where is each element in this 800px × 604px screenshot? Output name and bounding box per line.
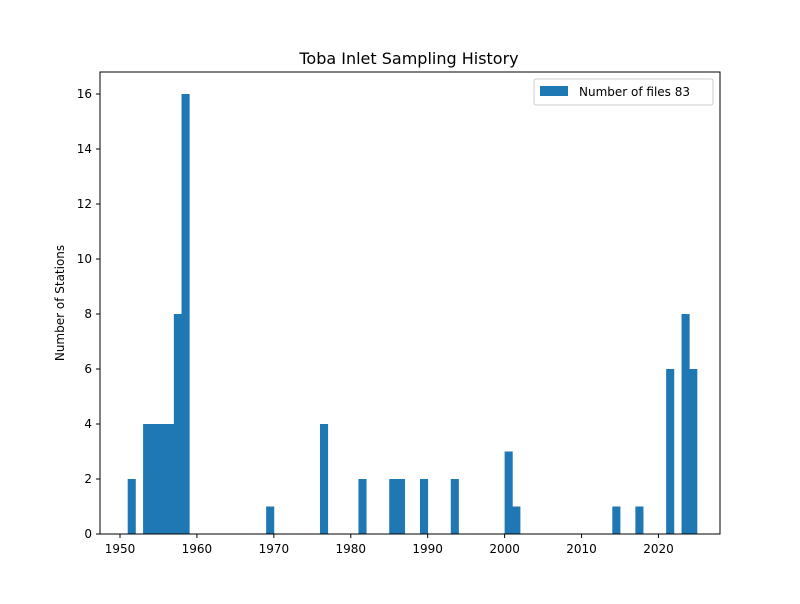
bar-2023	[681, 314, 690, 534]
bar-1985	[389, 479, 398, 534]
legend-swatch	[540, 86, 568, 96]
legend: Number of files 83	[533, 78, 714, 106]
y-tick-label: 4	[84, 417, 92, 431]
y-tick-label: 12	[77, 197, 92, 211]
y-tick-label: 8	[84, 307, 92, 321]
bars-layer	[127, 94, 698, 534]
x-tick-label: 1950	[105, 542, 136, 556]
bar-2021	[666, 369, 675, 534]
bar-1989	[420, 479, 429, 534]
bar-1969	[266, 506, 275, 534]
y-tick-label: 0	[84, 527, 92, 541]
y-tick-label: 2	[84, 472, 92, 486]
legend-label: Number of files 83	[579, 85, 690, 99]
x-tick-label: 1970	[259, 542, 290, 556]
bar-2014	[612, 506, 621, 534]
bar-1953	[143, 424, 152, 534]
chart-title: Toba Inlet Sampling History	[298, 49, 518, 68]
x-ticks: 1950 1960 1970 1980 1990 2000 2010 2020	[105, 534, 674, 556]
bar-2024	[689, 369, 698, 534]
y-tick-label: 16	[77, 87, 92, 101]
legend-box	[533, 78, 714, 106]
plot-frame	[99, 71, 721, 535]
bar-1993	[450, 479, 459, 534]
bar-2000	[504, 451, 513, 534]
bar-1976	[320, 424, 329, 534]
bar-1957	[173, 314, 182, 534]
bar-1956	[166, 424, 175, 534]
y-tick-label: 10	[77, 252, 92, 266]
x-tick-label: 2000	[489, 542, 520, 556]
y-tick-label: 14	[77, 142, 92, 156]
bar-1951	[127, 479, 136, 534]
x-tick-label: 1960	[182, 542, 213, 556]
bar-1955	[158, 424, 167, 534]
bar-2017	[635, 506, 644, 534]
bar-1958	[181, 94, 190, 534]
y-ticks: 0 2 4 6 8 10 12 14 16	[77, 87, 100, 541]
x-tick-label: 2010	[566, 542, 597, 556]
bar-1954	[150, 424, 159, 534]
bar-1986	[396, 479, 406, 534]
x-tick-label: 1990	[412, 542, 443, 556]
x-tick-label: 1980	[335, 542, 366, 556]
y-tick-label: 6	[84, 362, 92, 376]
x-tick-label: 2020	[643, 542, 674, 556]
bar-2001	[512, 506, 521, 534]
bar-1981	[358, 479, 367, 534]
y-axis-label: Number of Stations	[53, 245, 67, 361]
